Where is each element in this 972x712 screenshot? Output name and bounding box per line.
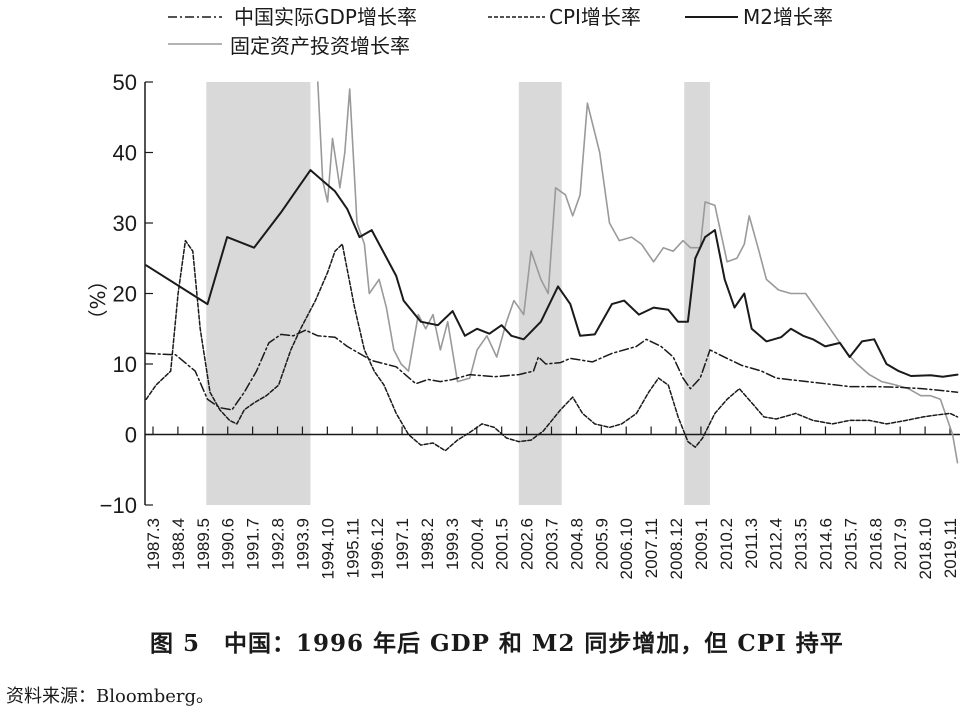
x-tick-label: 2000.4 — [468, 518, 487, 570]
x-tick-label: 1990.6 — [219, 518, 238, 570]
x-tick-label: 1991.7 — [244, 518, 263, 570]
y-axis-label: （%） — [85, 270, 109, 329]
series-lines — [145, 81, 959, 464]
x-tick-label: 1988.4 — [169, 518, 188, 570]
x-tick-label: 2019.11 — [941, 518, 960, 578]
gdp-growth-line — [145, 329, 959, 411]
x-tick-label: 2010.2 — [717, 518, 736, 570]
x-tick-label: 2017.9 — [891, 518, 910, 570]
legend-gdp-label: 中国实际GDP增长率 — [234, 5, 417, 29]
x-tick-label: 2011.3 — [742, 518, 761, 569]
x-tick-label: 2001.5 — [493, 518, 512, 570]
x-tick-label: 1987.3 — [144, 518, 163, 570]
m2-growth-line — [145, 169, 959, 378]
y-tick-label: −10 — [100, 493, 137, 518]
legend: 中国实际GDP增长率 CPI增长率 M2增长率 固定资产投资增长率 — [168, 5, 833, 58]
x-tick-label: 2016.8 — [866, 518, 885, 570]
axes: −10 0 10 20 30 40 50 1987.3 1988.4 1989.5 1990.6 19… — [100, 70, 960, 579]
recession-shading — [206, 82, 710, 505]
x-tick-label: 2015.7 — [841, 518, 860, 570]
x-tick-label: 2013.5 — [792, 518, 811, 570]
cpi-growth-line — [145, 239, 959, 452]
legend-fai-label: 固定资产投资增长率 — [230, 34, 410, 58]
x-tick-label: 2008.12 — [667, 518, 686, 579]
line-chart: 中国实际GDP增长率 CPI增长率 M2增长率 固定资产投资增长率 −10 0 10… — [85, 5, 960, 579]
x-tick-label: 1989.5 — [194, 518, 213, 570]
y-tick-label: 20 — [113, 282, 137, 307]
source-note: 资料来源：Bloomberg。 — [6, 686, 215, 707]
x-tick-label: 2009.1 — [692, 518, 711, 570]
y-tick-label: 50 — [113, 70, 137, 95]
x-tick-label: 2012.4 — [767, 518, 786, 570]
y-tick-label: 30 — [113, 211, 137, 236]
x-tick-label: 1998.2 — [418, 518, 437, 570]
y-tick-label: 0 — [125, 423, 137, 448]
x-tick-label: 2007.11 — [642, 518, 661, 578]
shaded-band-1 — [206, 82, 311, 505]
x-tick-label: 2006.10 — [617, 518, 636, 579]
fixed-asset-investment-line — [316, 81, 959, 464]
x-tick-label: 1995.11 — [343, 518, 362, 578]
x-tick-label: 1996.12 — [368, 518, 387, 579]
x-tick-label: 2005.9 — [592, 518, 611, 570]
legend-m2-label: M2增长率 — [743, 5, 833, 29]
y-tick-label: 40 — [113, 141, 137, 166]
x-tick-label: 1999.3 — [443, 518, 462, 570]
figure-caption: 图 5 中国：1996 年后 GDP 和 M2 同步增加，但 CPI 持平 — [150, 630, 844, 657]
x-tick-label: 2002.6 — [518, 518, 537, 570]
x-tick-label: 2018.10 — [916, 518, 935, 579]
x-tick-label: 1992.8 — [269, 518, 288, 570]
legend-cpi-label: CPI增长率 — [549, 5, 641, 29]
x-tick-label: 2003.7 — [543, 518, 562, 570]
x-tick-label: 1997.1 — [393, 518, 412, 570]
x-tick-label: 1994.10 — [318, 518, 337, 579]
x-tick-label: 2004.8 — [567, 518, 586, 570]
x-tick-label: 2014.6 — [816, 518, 835, 570]
y-tick-label: 10 — [113, 352, 137, 377]
x-tick-label: 1993.9 — [293, 518, 312, 570]
